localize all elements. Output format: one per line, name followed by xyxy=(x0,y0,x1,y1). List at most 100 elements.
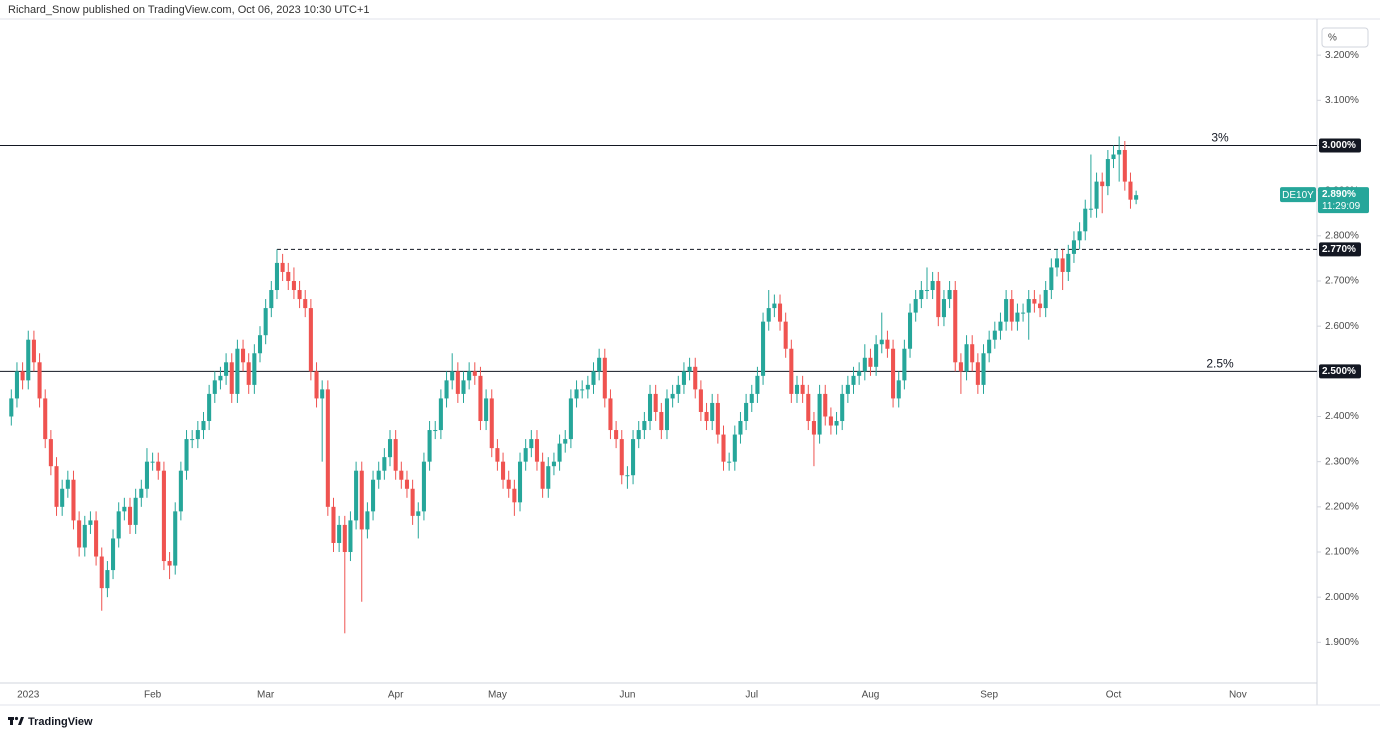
candle-body xyxy=(772,303,777,309)
candle-body xyxy=(472,371,477,376)
candle-body xyxy=(1009,299,1014,322)
candle-body xyxy=(43,398,48,440)
candle-body xyxy=(924,290,930,292)
candle-body xyxy=(619,439,624,476)
x-tick-label: Aug xyxy=(862,690,880,701)
candle-body xyxy=(919,290,924,300)
candle-body xyxy=(936,280,941,318)
candle-body xyxy=(438,398,443,431)
candle-body xyxy=(715,402,720,435)
candle-body xyxy=(947,290,952,300)
candle-body xyxy=(540,461,545,489)
candle-body xyxy=(744,402,749,422)
y-tick-label: 2.600% xyxy=(1325,321,1359,332)
candle-body xyxy=(1037,303,1043,309)
candle-body xyxy=(930,280,935,291)
candle-body xyxy=(342,524,347,553)
candle-body xyxy=(783,321,788,349)
candle-body xyxy=(387,439,393,458)
candle-body xyxy=(60,488,65,507)
candle-body xyxy=(970,344,975,363)
candle-body xyxy=(450,371,455,381)
candle-body xyxy=(591,371,596,385)
candle-body xyxy=(252,353,257,385)
candle-body xyxy=(376,470,381,480)
candle-body xyxy=(789,348,794,394)
unit-button-label[interactable]: % xyxy=(1328,33,1337,44)
candle-body xyxy=(54,466,59,507)
candle-body xyxy=(410,488,415,516)
candle-body xyxy=(246,362,251,385)
y-tick-label: 2.800% xyxy=(1325,230,1359,241)
candle-body xyxy=(297,290,302,300)
unit-button[interactable] xyxy=(1321,27,1369,48)
candle-body xyxy=(229,362,234,394)
candle-body xyxy=(885,339,890,349)
candle-body xyxy=(534,439,540,462)
candle-body xyxy=(896,380,901,399)
candle-body xyxy=(1111,154,1116,160)
candle-body xyxy=(359,470,364,530)
candle-body xyxy=(659,411,664,431)
candle-body xyxy=(48,439,53,467)
candle-body xyxy=(444,380,449,399)
candle-body xyxy=(777,303,783,322)
symbol-badge xyxy=(1280,187,1316,203)
candle-body xyxy=(563,439,568,444)
candle-body xyxy=(354,470,359,521)
candle-body xyxy=(20,371,25,381)
candle-body xyxy=(840,393,845,422)
candle-body xyxy=(1043,290,1048,309)
candle-body xyxy=(987,339,992,354)
candle-body xyxy=(212,380,217,394)
candle-body xyxy=(31,339,36,363)
candle-body xyxy=(1077,231,1082,241)
candle-body xyxy=(501,461,506,480)
candle-body xyxy=(9,398,14,417)
candle-body xyxy=(1004,299,1009,322)
candle-body xyxy=(105,570,110,589)
candle-body xyxy=(693,366,698,390)
candle-body xyxy=(642,421,647,431)
candle-body xyxy=(224,362,229,376)
candle-body xyxy=(557,443,562,462)
candle-body xyxy=(1071,240,1076,254)
candle-body xyxy=(817,393,822,435)
candle-body xyxy=(834,421,839,426)
y-tick-label: 2.400% xyxy=(1325,411,1359,422)
logo-part xyxy=(18,717,24,725)
candle-body xyxy=(99,556,104,589)
y-tick-label: 2.100% xyxy=(1325,547,1359,558)
candle-body xyxy=(365,511,370,530)
candle-body xyxy=(732,434,737,462)
candle-body xyxy=(755,375,760,394)
candle-body xyxy=(585,384,590,390)
candle-body xyxy=(551,461,556,467)
candle-body xyxy=(681,371,686,385)
candle-body xyxy=(399,470,404,480)
candle-body xyxy=(1049,267,1054,291)
candle-body xyxy=(721,434,726,462)
x-tick-label: Oct xyxy=(1106,690,1122,701)
candle-body xyxy=(427,430,432,462)
y-tick-label: 2.700% xyxy=(1325,276,1359,287)
horizontal-line-label: 3% xyxy=(1211,131,1229,145)
candle-body xyxy=(670,393,675,399)
countdown-label: 11:29:09 xyxy=(1322,201,1361,212)
candle-body xyxy=(664,398,670,431)
candle-body xyxy=(597,357,602,372)
price-label-box xyxy=(1319,138,1361,153)
candle-body xyxy=(489,398,494,449)
candle-body xyxy=(953,290,958,363)
candle-body xyxy=(1021,312,1026,314)
candle-body xyxy=(82,524,87,548)
price-label-box xyxy=(1319,364,1361,379)
y-tick-label: 2.300% xyxy=(1325,456,1359,467)
candle-body xyxy=(416,511,421,516)
candle-body xyxy=(325,389,330,507)
candle-body xyxy=(26,339,31,381)
horizontal-line-label: 2.5% xyxy=(1206,356,1234,370)
candle-body xyxy=(625,475,630,477)
footer-brand: TradingView xyxy=(28,716,93,728)
